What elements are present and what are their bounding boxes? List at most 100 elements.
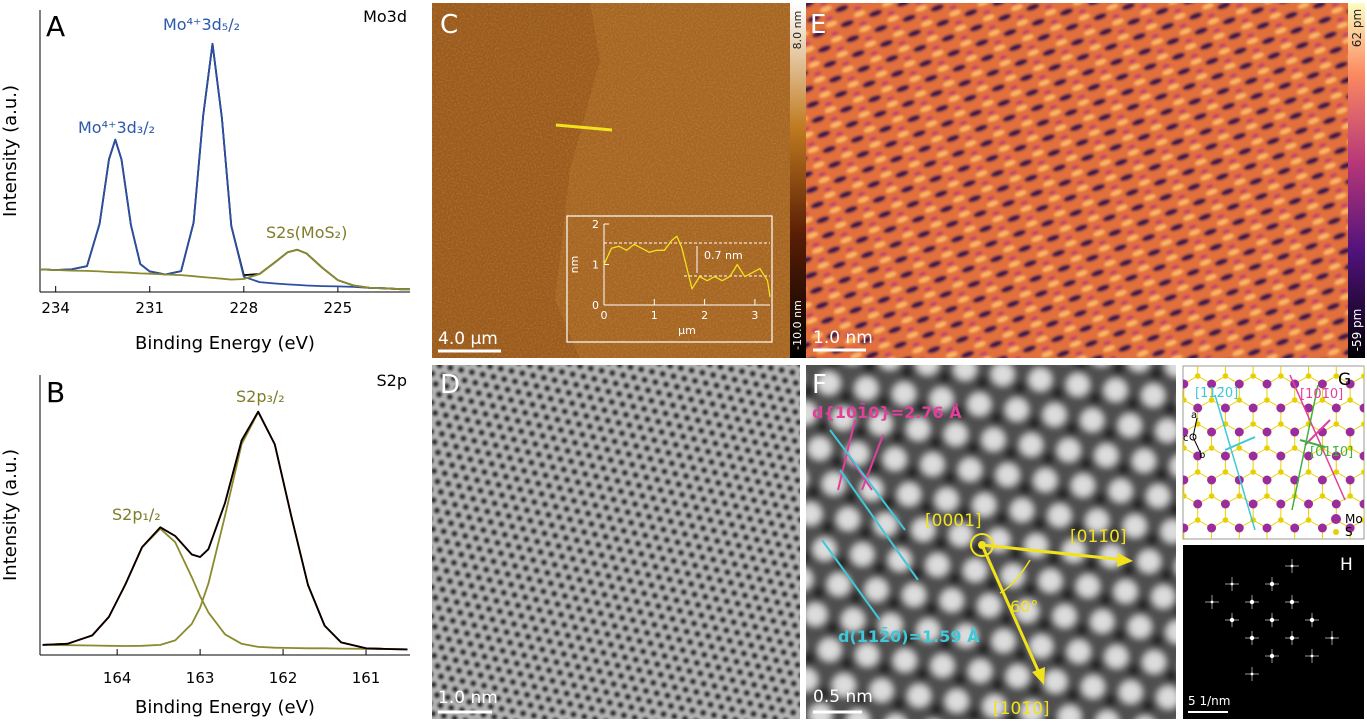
- x-axis-label: Binding Energy (eV): [135, 333, 315, 354]
- axis-label: c: [1183, 433, 1189, 444]
- series-line: [42, 410, 408, 651]
- s-atom: [1208, 493, 1215, 499]
- axis-symbol: [1189, 433, 1197, 441]
- mo-atom: [1207, 523, 1217, 533]
- peak-label: Mo⁴⁺3d₃/₂: [78, 118, 155, 137]
- scale-bar-label: 0.5 nm: [813, 687, 873, 707]
- y-tick-label: 2: [592, 218, 599, 231]
- panel-label: F: [812, 370, 827, 400]
- direction-arrow: [1304, 419, 1331, 446]
- mo-atom: [1345, 523, 1355, 533]
- mo-atom: [1359, 403, 1364, 413]
- direction-label: [101̄0]: [1300, 387, 1343, 402]
- scale-bar-label: 5 1/nm: [1188, 694, 1230, 708]
- mo-atom: [1262, 379, 1272, 389]
- legend-swatch: [1333, 529, 1339, 535]
- s-atom: [1347, 445, 1353, 451]
- panel-d: D 1.0 nm: [432, 365, 800, 719]
- mo-atom: [1345, 427, 1355, 437]
- colorbar-max: 62 pm: [1350, 9, 1364, 47]
- x-tick-label: 0: [601, 309, 608, 322]
- s-atom: [1333, 373, 1340, 379]
- mo-atom: [1248, 451, 1258, 461]
- s-atom: [1361, 373, 1364, 379]
- mo-atom: [1276, 499, 1286, 509]
- plane-line: [829, 429, 906, 531]
- mo-atom: [1276, 451, 1286, 461]
- mo-atom: [1331, 499, 1341, 509]
- x-tick-label: 164: [103, 669, 132, 687]
- series-line: [603, 235, 771, 297]
- series-line: [39, 42, 410, 291]
- panel-label: A: [46, 10, 65, 43]
- arrow-head: [1117, 553, 1133, 567]
- s-atom: [1250, 469, 1256, 475]
- s-atom: [1183, 397, 1187, 403]
- s-atom: [1278, 517, 1284, 523]
- mo-atom: [1234, 523, 1244, 533]
- mo-atom: [1207, 379, 1217, 389]
- s-atom: [1208, 397, 1215, 403]
- mo-atom: [1345, 475, 1355, 485]
- mo-atom: [1262, 523, 1272, 533]
- x-tick-label: 161: [352, 669, 381, 687]
- arrow-head: [1032, 667, 1045, 685]
- mo-atom: [1234, 379, 1244, 389]
- panel-g: [112̄0] [101̄0] [011̄0] a c b Mo S G: [1182, 365, 1365, 540]
- s-atom: [1291, 397, 1298, 403]
- mo-atom: [1331, 451, 1341, 461]
- peak-label: S2p₁/₂: [112, 505, 161, 524]
- s-atom: [1361, 517, 1364, 523]
- series-line: [39, 42, 410, 291]
- mo-atom: [1317, 523, 1327, 533]
- s-atom: [1305, 469, 1312, 475]
- spacing-label: d(112̄0)=1.59 Å: [838, 626, 980, 646]
- mo-atom: [1248, 499, 1258, 509]
- angle-arc: [999, 559, 1031, 594]
- direction-line: [1214, 394, 1256, 531]
- plane-line: [837, 419, 856, 491]
- plane-line: [861, 434, 884, 491]
- direction-arrow: [1299, 439, 1326, 448]
- mo-atom: [1207, 475, 1217, 485]
- direction-label: [112̄0]: [1195, 386, 1238, 401]
- panel-c: 8.0 nm -10.0 nm C 4.0 µm: [432, 3, 806, 358]
- direction-label: [011̄0]: [1310, 445, 1353, 460]
- mo-atom: [1290, 523, 1300, 533]
- x-tick-label: 225: [324, 299, 353, 317]
- profile-line: [555, 123, 613, 132]
- scale-bar-label: 1.0 nm: [813, 328, 873, 348]
- direction-label: [011̄0]: [1070, 527, 1127, 547]
- s-atom: [1278, 421, 1284, 427]
- direction-label: [101̄0]: [993, 699, 1050, 719]
- mo-atom: [1183, 427, 1189, 437]
- series-line: [42, 527, 408, 651]
- x-tick-label: 163: [186, 669, 215, 687]
- tem-image: [432, 365, 800, 719]
- panel-e: 62 pm -59 pm E 1.0 nm: [806, 3, 1365, 358]
- x-tick-label: 231: [135, 299, 164, 317]
- s-atom: [1319, 493, 1326, 499]
- s-atom: [1183, 445, 1187, 451]
- mo-atom: [1220, 451, 1230, 461]
- x-tick-label: 3: [751, 309, 758, 322]
- panel-label: B: [46, 376, 65, 409]
- s-atom: [1183, 493, 1187, 499]
- mo-atom: [1183, 523, 1189, 533]
- s-atom: [1236, 445, 1243, 451]
- s-atom: [1194, 469, 1201, 475]
- s-atom: [1222, 517, 1229, 523]
- s-atom: [1361, 469, 1364, 475]
- haadf-image: [806, 365, 1176, 719]
- scale-bar-label: 1.0 nm: [438, 688, 498, 708]
- mo-atom: [1207, 427, 1217, 437]
- plane-line: [821, 539, 881, 621]
- s-atom: [1250, 421, 1256, 427]
- x-tick-label: 234: [41, 299, 70, 317]
- panel-label: G: [1338, 370, 1351, 390]
- axis-label: b: [1199, 450, 1205, 461]
- mo-atom: [1262, 427, 1272, 437]
- direction-arrow: [981, 543, 1126, 562]
